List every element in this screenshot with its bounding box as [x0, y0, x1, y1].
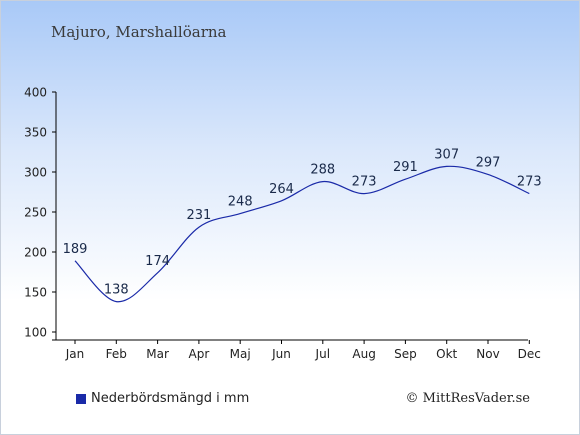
x-tick-label: Maj: [230, 347, 251, 361]
x-tick-label: Mar: [146, 347, 169, 361]
data-label: 231: [186, 208, 211, 223]
data-label: 273: [517, 175, 542, 190]
x-tick-label: Jan: [65, 347, 85, 361]
legend-swatch: [76, 393, 86, 404]
y-tick-label: 400: [24, 86, 47, 100]
chart-title: Majuro, Marshallöarna: [51, 23, 227, 41]
x-tick-label: Aug: [352, 347, 375, 361]
data-label: 248: [228, 195, 253, 210]
credit-text: © MittResVader.se: [405, 391, 530, 406]
y-tick-label: 250: [24, 206, 47, 220]
data-label: 297: [476, 155, 501, 170]
data-label: 307: [434, 147, 459, 162]
y-tick-label: 300: [24, 166, 47, 180]
data-label: 288: [310, 163, 335, 178]
data-label: 273: [352, 175, 377, 190]
y-tick-label: 100: [24, 326, 47, 340]
data-label: 138: [104, 283, 129, 298]
legend: Nederbördsmängd i mm: [76, 391, 249, 406]
x-tick-label: Sep: [394, 347, 417, 361]
x-tick-label: Jun: [271, 347, 291, 361]
data-label: 291: [393, 160, 418, 175]
x-tick-label: Dec: [518, 347, 541, 361]
x-tick-label: Feb: [106, 347, 127, 361]
legend-label: Nederbördsmängd i mm: [91, 391, 250, 406]
y-tick-label: 200: [24, 246, 47, 260]
x-tick-label: Okt: [436, 347, 457, 361]
data-label: 189: [63, 242, 88, 257]
x-tick-label: Nov: [476, 347, 499, 361]
data-label: 264: [269, 182, 294, 197]
y-tick-label: 150: [24, 286, 47, 300]
data-label: 174: [145, 254, 170, 269]
series-line: [74, 165, 530, 303]
x-tick-label: Apr: [189, 347, 210, 361]
x-tick-label: Jul: [315, 347, 330, 361]
y-tick-label: 350: [24, 126, 47, 140]
